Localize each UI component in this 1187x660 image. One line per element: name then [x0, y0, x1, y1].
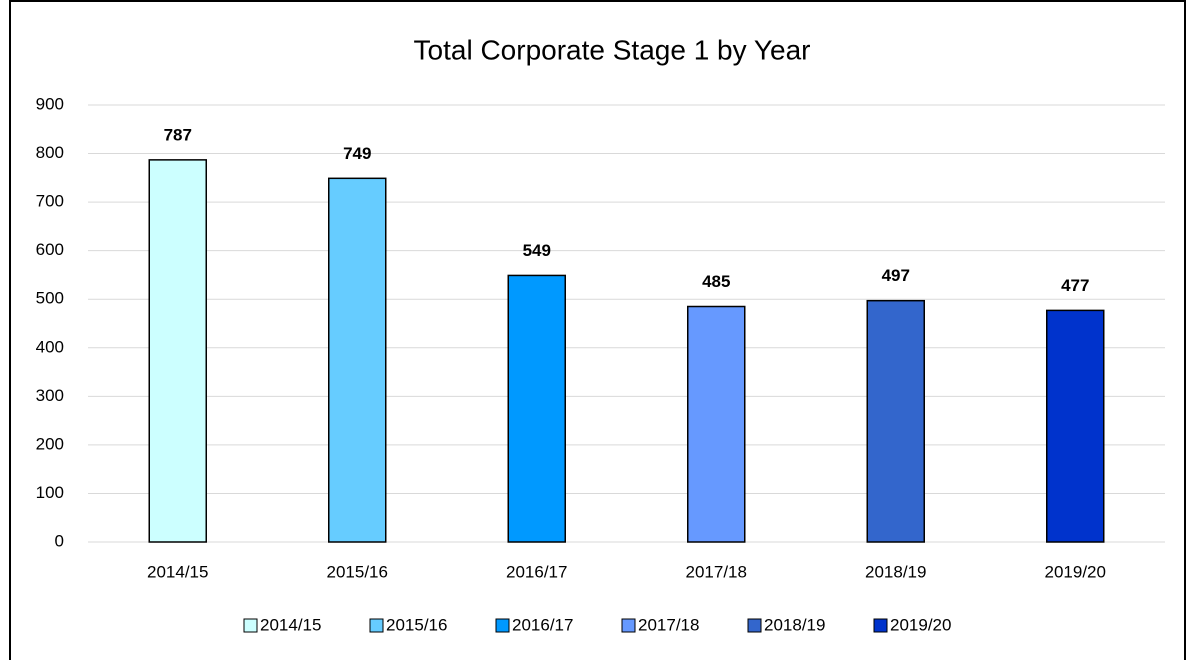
chart-title: Total Corporate Stage 1 by Year: [414, 34, 811, 65]
legend-swatch: [243, 618, 258, 633]
y-tick-label: 900: [36, 94, 64, 113]
legend-label: 2016/17: [512, 615, 573, 634]
x-tick-label: 2018/19: [865, 562, 926, 581]
y-tick-label: 400: [36, 337, 64, 356]
y-tick-label: 800: [36, 143, 64, 162]
data-label: 787: [164, 125, 192, 144]
y-tick-label: 700: [36, 192, 64, 211]
legend-swatch: [369, 618, 384, 633]
y-tick-label: 500: [36, 289, 64, 308]
bar: [328, 177, 387, 543]
y-tick-label: 200: [36, 434, 64, 453]
y-tick-label: 300: [36, 386, 64, 405]
bar: [148, 159, 207, 543]
x-tick-label: 2017/18: [686, 562, 747, 581]
data-label: 749: [343, 144, 371, 163]
x-tick-label: 2015/16: [327, 562, 388, 581]
legend-label: 2014/15: [260, 615, 321, 634]
x-tick-label: 2014/15: [147, 562, 208, 581]
bar: [866, 299, 925, 543]
legend-swatch: [495, 618, 510, 633]
x-tick-label: 2019/20: [1045, 562, 1106, 581]
legend-swatch: [747, 618, 762, 633]
legend-swatch: [873, 618, 888, 633]
legend-label: 2019/20: [890, 615, 951, 634]
y-tick-label: 0: [55, 531, 64, 550]
bar: [1046, 309, 1105, 543]
data-label: 477: [1061, 276, 1089, 295]
bar: [507, 274, 566, 543]
legend-label: 2017/18: [638, 615, 699, 634]
legend-label: 2015/16: [386, 615, 447, 634]
legend-label: 2018/19: [764, 615, 825, 634]
data-label: 497: [882, 266, 910, 285]
x-tick-label: 2016/17: [506, 562, 567, 581]
y-tick-label: 600: [36, 240, 64, 259]
data-label: 485: [702, 272, 730, 291]
legend-swatch: [621, 618, 636, 633]
y-tick-label: 100: [36, 483, 64, 502]
bar: [687, 305, 746, 543]
data-label: 549: [523, 241, 551, 260]
